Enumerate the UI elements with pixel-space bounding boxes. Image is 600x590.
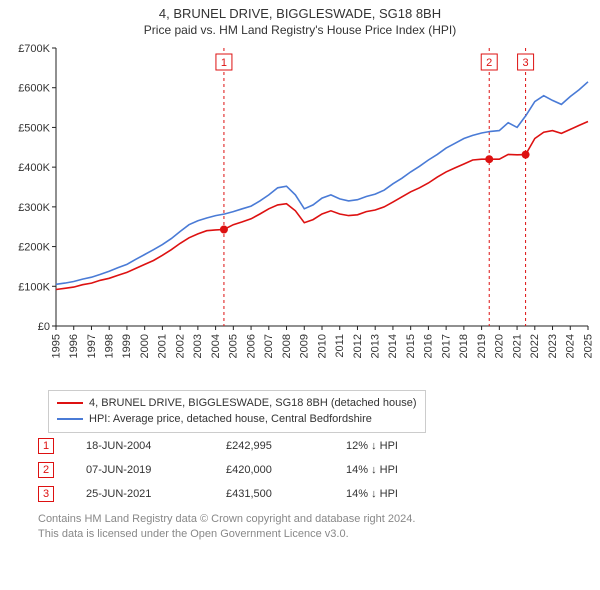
sales-row-price: £242,995 xyxy=(226,440,346,452)
sales-table: 1 18-JUN-2004£242,99512% ↓ HPI 2 07-JUN-201… xyxy=(38,434,466,506)
x-tick-label: 2025 xyxy=(582,334,592,358)
x-tick-label: 1998 xyxy=(103,334,115,358)
sale-point xyxy=(485,155,493,163)
legend: 4, BRUNEL DRIVE, BIGGLESWADE, SG18 8BH (… xyxy=(48,390,426,433)
sales-row-diff: 12% ↓ HPI xyxy=(346,440,466,452)
x-tick-label: 1996 xyxy=(68,334,80,358)
x-tick-label: 2017 xyxy=(440,334,452,358)
x-tick-label: 2006 xyxy=(245,334,257,358)
sales-row-price: £420,000 xyxy=(226,464,346,476)
x-tick-label: 2021 xyxy=(511,334,523,358)
x-tick-label: 2024 xyxy=(565,334,577,358)
x-tick-label: 2020 xyxy=(494,334,506,358)
x-tick-label: 1999 xyxy=(121,334,133,358)
y-tick-label: £200K xyxy=(18,242,50,254)
legend-swatch xyxy=(57,402,83,404)
credit-line-2: This data is licensed under the Open Gov… xyxy=(38,527,415,542)
x-tick-label: 1997 xyxy=(86,334,98,358)
sales-row-marker: 3 xyxy=(38,486,54,502)
x-tick-label: 2013 xyxy=(370,334,382,358)
x-tick-label: 2003 xyxy=(192,334,204,358)
marker-box-number: 1 xyxy=(221,57,227,69)
sales-row-date: 18-JUN-2004 xyxy=(86,440,226,452)
x-tick-label: 2004 xyxy=(210,334,222,358)
marker-box-number: 2 xyxy=(486,57,492,69)
y-tick-label: £400K xyxy=(18,162,50,174)
x-tick-label: 1995 xyxy=(50,334,62,358)
series-hpi xyxy=(56,82,588,284)
legend-label: 4, BRUNEL DRIVE, BIGGLESWADE, SG18 8BH (… xyxy=(89,395,417,411)
x-tick-label: 2015 xyxy=(405,334,417,358)
legend-label: HPI: Average price, detached house, Cent… xyxy=(89,411,372,427)
x-tick-label: 2005 xyxy=(228,334,240,358)
sales-table-row: 2 07-JUN-2019£420,00014% ↓ HPI xyxy=(38,458,466,482)
x-tick-label: 2018 xyxy=(458,334,470,358)
x-tick-label: 2001 xyxy=(157,334,169,358)
y-tick-label: £100K xyxy=(18,281,50,293)
y-tick-label: £600K xyxy=(18,83,50,95)
x-tick-label: 2008 xyxy=(281,334,293,358)
chart-area: £0 £100K £200K £300K £400K £500K £600K £700K 199… xyxy=(8,44,592,384)
chart-subtitle: Price paid vs. HM Land Registry's House … xyxy=(0,21,600,41)
x-tick-label: 2019 xyxy=(476,334,488,358)
sales-row-diff: 14% ↓ HPI xyxy=(346,464,466,476)
sales-table-row: 3 25-JUN-2021£431,50014% ↓ HPI xyxy=(38,482,466,506)
x-tick-label: 2000 xyxy=(139,334,151,358)
x-tick-label: 2009 xyxy=(299,334,311,358)
x-tick-label: 2022 xyxy=(529,334,541,358)
sale-point xyxy=(220,225,228,233)
chart-title: 4, BRUNEL DRIVE, BIGGLESWADE, SG18 8BH xyxy=(0,0,600,21)
x-tick-label: 2023 xyxy=(547,334,559,358)
y-tick-label: £700K xyxy=(18,44,50,55)
series-price_paid xyxy=(56,122,588,290)
y-tick-label: £300K xyxy=(18,202,50,214)
sales-row-date: 07-JUN-2019 xyxy=(86,464,226,476)
sales-row-diff: 14% ↓ HPI xyxy=(346,488,466,500)
sales-row-marker: 1 xyxy=(38,438,54,454)
sales-row-price: £431,500 xyxy=(226,488,346,500)
x-tick-label: 2002 xyxy=(174,334,186,358)
legend-row: 4, BRUNEL DRIVE, BIGGLESWADE, SG18 8BH (… xyxy=(57,395,417,411)
credit-line-1: Contains HM Land Registry data © Crown c… xyxy=(38,512,415,527)
x-tick-label: 2012 xyxy=(352,334,364,358)
x-tick-label: 2007 xyxy=(263,334,275,358)
sales-row-date: 25-JUN-2021 xyxy=(86,488,226,500)
x-tick-label: 2011 xyxy=(334,334,346,358)
sale-point xyxy=(522,151,530,159)
x-tick-label: 2014 xyxy=(387,334,399,358)
x-tick-label: 2016 xyxy=(423,334,435,358)
sales-row-marker: 2 xyxy=(38,462,54,478)
legend-row: HPI: Average price, detached house, Cent… xyxy=(57,411,417,427)
marker-box-number: 3 xyxy=(523,57,529,69)
x-tick-label: 2010 xyxy=(316,334,328,358)
y-tick-label: £0 xyxy=(38,321,50,333)
chart-svg: £0 £100K £200K £300K £400K £500K £600K £700K 199… xyxy=(8,44,592,384)
y-tick-label: £500K xyxy=(18,122,50,134)
legend-swatch xyxy=(57,418,83,420)
sales-table-row: 1 18-JUN-2004£242,99512% ↓ HPI xyxy=(38,434,466,458)
credit-text: Contains HM Land Registry data © Crown c… xyxy=(38,512,415,542)
